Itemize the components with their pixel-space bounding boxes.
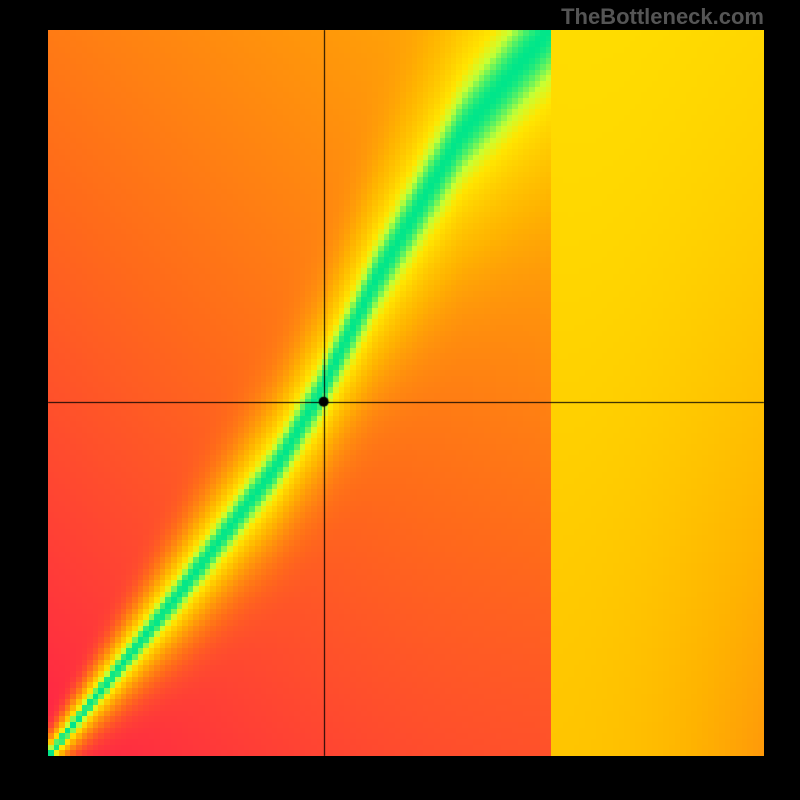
overlay-canvas bbox=[0, 0, 800, 800]
watermark-text: TheBottleneck.com bbox=[561, 4, 764, 30]
chart-outer: TheBottleneck.com bbox=[0, 0, 800, 800]
